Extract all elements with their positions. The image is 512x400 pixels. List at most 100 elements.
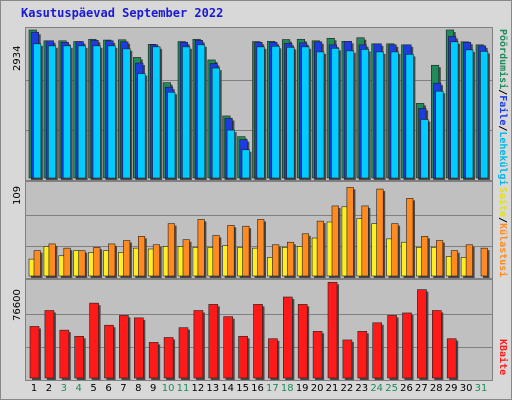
legend-hits: Pöördumisi — [497, 29, 508, 90]
x-tick-label: 1 — [30, 383, 38, 394]
bar-pageviews — [331, 48, 340, 179]
bar-pageviews — [301, 46, 310, 179]
x-tick-label: 30 — [459, 383, 473, 394]
bar-pageviews — [47, 45, 57, 179]
bar-visits — [227, 225, 235, 277]
x-tick-label: 2 — [45, 383, 53, 394]
chart-title: Kasutuspäevad September 2022 — [21, 6, 224, 20]
x-tick-label: 16 — [251, 383, 264, 394]
bar-pageviews — [360, 49, 370, 179]
x-tick-label: 4 — [75, 383, 82, 394]
bar-visits — [152, 244, 160, 277]
bar-kbytes — [327, 281, 338, 379]
bar-sites — [401, 241, 408, 277]
x-tick-label: 14 — [221, 383, 235, 394]
bar-pageviews — [450, 41, 459, 179]
bar-kbytes — [29, 326, 40, 379]
bar-sites — [222, 245, 229, 277]
panel-kbytes — [25, 279, 493, 381]
bar-visits — [138, 236, 146, 277]
bar-visits — [435, 240, 444, 277]
panel-visits-plot — [26, 187, 492, 278]
bar-visits — [123, 240, 131, 277]
bar-kbytes — [253, 304, 263, 379]
bar-pageviews — [465, 49, 474, 179]
bar-pageviews — [226, 129, 235, 179]
x-tick-label: 13 — [206, 383, 220, 394]
bar-visits — [301, 233, 310, 277]
bar-kbytes — [268, 338, 278, 379]
x-tick-label: 27 — [415, 383, 428, 394]
bar-pageviews — [152, 46, 161, 179]
bar-visits — [391, 223, 399, 277]
x-tick-label: 22 — [340, 383, 354, 394]
x-tick-label: 23 — [355, 383, 369, 394]
bar-sites — [237, 247, 244, 277]
bar-visits — [48, 243, 56, 277]
bar-pageviews — [271, 46, 280, 179]
x-tick-label: 26 — [400, 383, 413, 394]
bar-visits — [450, 250, 459, 277]
bar-kbytes — [312, 331, 323, 379]
bar-kbytes — [297, 304, 308, 379]
bar-pageviews — [420, 119, 429, 179]
bar-sites — [416, 247, 423, 277]
bar-kbytes — [104, 324, 114, 379]
legend-visits: Külastusi — [497, 223, 508, 278]
bar-sites — [296, 246, 304, 277]
x-tick-label: 31 — [474, 383, 488, 394]
bar-kbytes — [134, 317, 144, 379]
bar-sites — [88, 252, 95, 277]
bar-visits — [257, 219, 265, 277]
bar-sites — [58, 255, 65, 277]
bar-kbytes — [89, 302, 99, 379]
bar-visits — [286, 241, 295, 277]
bar-pageviews — [197, 44, 206, 179]
bar-visits — [421, 236, 429, 277]
x-tick-label: 19 — [295, 383, 309, 394]
bar-pageviews — [182, 46, 191, 179]
bar-sites — [445, 256, 453, 277]
bar-pageviews — [286, 47, 295, 179]
x-tick-label: 9 — [150, 383, 157, 394]
bar-sites — [177, 246, 184, 277]
bar-kbytes — [44, 310, 55, 379]
panel-requests-plot — [26, 29, 492, 180]
panel-requests — [25, 27, 493, 181]
legend-sites: Saite — [497, 187, 508, 218]
bar-visits — [242, 225, 250, 277]
bar-kbytes — [372, 322, 383, 379]
x-tick-label: 15 — [236, 383, 249, 394]
bar-sites — [73, 250, 80, 277]
bar-pageviews — [316, 51, 325, 179]
bar-sites — [192, 247, 199, 277]
bar-pageviews — [92, 45, 101, 179]
bar-kbytes — [178, 327, 189, 379]
bar-sites — [460, 257, 467, 277]
x-tick-label: 11 — [176, 383, 190, 394]
bar-kbytes — [342, 339, 353, 379]
bar-sites — [341, 206, 348, 277]
bar-visits — [108, 243, 116, 277]
bar-visits — [182, 239, 190, 277]
bar-pageviews — [256, 46, 265, 179]
bar-pageviews — [167, 91, 176, 179]
legend-kbytes-text: KBaite — [497, 339, 508, 376]
bar-kbytes — [387, 315, 397, 379]
bar-sites — [147, 248, 154, 277]
bar-visits — [346, 187, 354, 277]
bar-visits — [212, 235, 220, 277]
x-tick-label: 21 — [325, 383, 339, 394]
bar-kbytes — [402, 312, 412, 379]
bar-sites — [118, 252, 125, 277]
bar-kbytes — [357, 331, 368, 379]
bar-sites — [356, 218, 363, 277]
x-tick-label: 10 — [161, 383, 175, 394]
bar-kbytes — [119, 315, 129, 379]
ymax-middle-text: 109 — [12, 185, 23, 205]
bar-visits — [93, 247, 101, 277]
x-tick-label: 12 — [191, 383, 205, 394]
bar-sites — [207, 247, 214, 277]
bar-sites — [28, 258, 35, 277]
bar-visits — [197, 219, 205, 277]
